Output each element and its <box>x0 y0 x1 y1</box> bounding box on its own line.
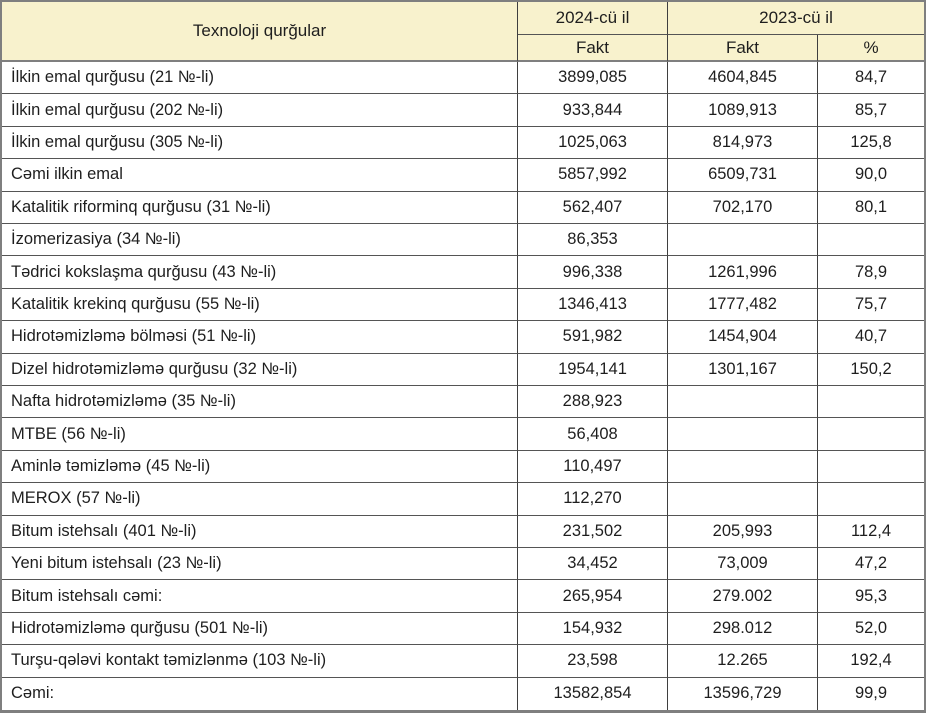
row-label-cell: Tədrici kokslaşma qurğusu (43 №-li) <box>2 256 518 289</box>
percent-cell <box>818 224 924 257</box>
fakt-2023-cell: 702,170 <box>668 191 818 224</box>
fakt-2023-cell: 279.002 <box>668 580 818 613</box>
fakt-2024-cell: 23,598 <box>518 645 668 678</box>
fakt-2024-cell: 933,844 <box>518 94 668 127</box>
percent-cell: 40,7 <box>818 321 924 354</box>
fakt-2023-cell <box>668 386 818 419</box>
header-percent: % <box>818 35 924 62</box>
fakt-2023-cell: 73,009 <box>668 548 818 581</box>
fakt-2024-cell: 154,932 <box>518 612 668 646</box>
fakt-2024-cell: 34,452 <box>518 548 668 581</box>
row-label-cell: Cəmi: <box>2 677 518 710</box>
fakt-2024-cell: 996,338 <box>518 256 668 289</box>
fakt-2023-cell: 814,973 <box>668 126 818 160</box>
row-label-cell: Katalitik riforminq qurğusu (31 №-li) <box>2 191 518 224</box>
header-fakt-2023: Fakt <box>668 35 818 62</box>
row-label-cell: Aminlə təmizləmə (45 №-li) <box>2 450 518 484</box>
percent-cell: 95,3 <box>818 580 924 613</box>
fakt-2023-cell: 6509,731 <box>668 159 818 192</box>
percent-cell: 78,9 <box>818 256 924 289</box>
percent-cell: 90,0 <box>818 159 924 192</box>
percent-cell: 150,2 <box>818 354 924 386</box>
row-label-cell: Nafta hidrotəmizləmə (35 №-li) <box>2 386 518 419</box>
row-label-cell: İlkin emal qurğusu (21 №-li) <box>2 62 518 95</box>
percent-cell: 52,0 <box>818 613 924 646</box>
row-label-cell: İlkin emal qurğusu (202 №-li) <box>2 94 518 127</box>
row-label-cell: Dizel hidrotəmizləmə qurğusu (32 №-li) <box>2 353 518 386</box>
percent-cell <box>818 483 924 516</box>
fakt-2023-cell: 4604,845 <box>668 62 818 95</box>
fakt-2024-cell: 1954,141 <box>518 353 668 386</box>
fakt-2023-cell: 12.265 <box>668 645 818 678</box>
fakt-2023-cell: 13596,729 <box>668 677 818 710</box>
header-texnoloji-qurgular: Texnoloji qurğular <box>2 2 518 62</box>
fakt-2024-cell: 1025,063 <box>518 126 668 160</box>
fakt-2024-cell: 110,497 <box>518 450 668 484</box>
fakt-2024-cell: 13582,854 <box>518 677 668 710</box>
fakt-2024-cell: 288,923 <box>518 386 668 419</box>
fakt-2024-cell: 56,408 <box>518 418 668 451</box>
percent-cell: 84,7 <box>818 62 924 95</box>
fakt-2024-cell: 3899,085 <box>518 62 668 95</box>
header-2023-cu-il: 2023-cü il <box>668 2 924 35</box>
header-fakt-2024: Fakt <box>518 35 668 62</box>
row-label-cell: Hidrotəmizləmə bölməsi (51 №-li) <box>2 321 518 354</box>
row-label-cell: MEROX (57 №-li) <box>2 483 518 516</box>
fakt-2023-cell: 1777,482 <box>668 288 818 322</box>
fakt-2024-cell: 5857,992 <box>518 159 668 192</box>
row-label-cell: Bitum istehsalı (401 №-li) <box>2 515 518 548</box>
percent-cell <box>818 386 924 419</box>
fakt-2023-cell <box>668 418 818 451</box>
percent-cell: 112,4 <box>818 516 924 548</box>
percent-cell: 80,1 <box>818 192 924 224</box>
fakt-2024-cell: 86,353 <box>518 224 668 257</box>
row-label-cell: Hidrotəmizləmə qurğusu (501 №-li) <box>2 612 518 646</box>
fakt-2023-cell: 1261,996 <box>668 256 818 289</box>
fakt-2023-cell: 298.012 <box>668 612 818 646</box>
fakt-2024-cell: 562,407 <box>518 191 668 224</box>
row-label-cell: Cəmi ilkin emal <box>2 159 518 192</box>
row-label-cell: İzomerizasiya (34 №-li) <box>2 224 518 257</box>
percent-cell <box>818 418 924 451</box>
fakt-2024-cell: 591,982 <box>518 321 668 354</box>
header-2024-cu-il: 2024-cü il <box>518 2 668 35</box>
fakt-2024-cell: 231,502 <box>518 515 668 548</box>
percent-cell: 85,7 <box>818 94 924 127</box>
percent-cell: 125,8 <box>818 127 924 160</box>
percent-cell: 99,9 <box>854 684 888 703</box>
fakt-2024-cell: 265,954 <box>518 580 668 613</box>
row-label-cell: İlkin emal qurğusu (305 №-li) <box>2 126 518 160</box>
row-label-cell: Yeni bitum istehsalı (23 №-li) <box>2 548 518 581</box>
fakt-2023-cell <box>668 224 818 257</box>
row-label-cell: Bitum istehsalı cəmi: <box>2 580 518 613</box>
percent-cell: 192,4 <box>818 645 924 678</box>
row-label-cell: MTBE (56 №-li) <box>2 418 518 451</box>
fakt-2024-cell: 112,270 <box>518 483 668 516</box>
fakt-2023-cell <box>668 483 818 516</box>
fakt-2023-cell <box>668 450 818 484</box>
percent-cell <box>818 451 924 484</box>
row-label-cell: Katalitik krekinq qurğusu (55 №-li) <box>2 288 518 322</box>
fakt-2024-cell: 1346,413 <box>518 288 668 322</box>
fakt-2023-cell: 1454,904 <box>668 321 818 354</box>
fakt-2023-cell: 1089,913 <box>668 94 818 127</box>
fakt-2023-cell: 205,993 <box>668 515 818 548</box>
fakt-2023-cell: 1301,167 <box>668 353 818 386</box>
row-label-cell: Turşu-qələvi kontakt təmizlənmə (103 №-l… <box>2 645 518 678</box>
percent-cell: 47,2 <box>818 548 924 581</box>
percent-cell: 75,7 <box>818 289 924 322</box>
